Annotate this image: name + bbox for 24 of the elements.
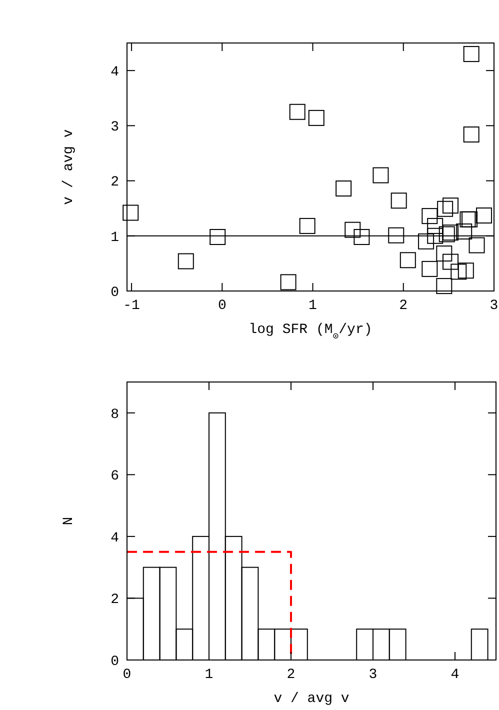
y-tick-label: 6 bbox=[110, 468, 119, 485]
y-tick-label: 8 bbox=[110, 406, 119, 423]
x-tick-label: 1 bbox=[308, 298, 317, 314]
x-tick-label: 1 bbox=[204, 667, 214, 683]
x-tick-label: 2 bbox=[399, 298, 408, 314]
x-tick-label: 3 bbox=[490, 298, 498, 314]
x-tick-label: 2 bbox=[286, 667, 296, 683]
x-axis-title: log SFR (M$_{⊙}$/yr) bbox=[248, 322, 372, 342]
y-tick-label: 0 bbox=[110, 284, 119, 301]
x-axis-title: v / avg v bbox=[274, 691, 350, 707]
x-tick-label: 0 bbox=[122, 667, 132, 683]
y-tick-label: 1 bbox=[110, 230, 119, 246]
y-tick-label: 0 bbox=[110, 654, 119, 670]
y-tick-label: 3 bbox=[110, 120, 119, 136]
y-tick-label: 4 bbox=[110, 64, 119, 80]
y-tick-label: 2 bbox=[110, 592, 119, 608]
y-tick-label: 2 bbox=[110, 174, 119, 191]
y-axis-title: v / avg v bbox=[61, 129, 77, 205]
y-tick-label: 4 bbox=[110, 530, 119, 546]
y-axis-title: N bbox=[61, 516, 77, 526]
x-tick-label: 3 bbox=[368, 667, 378, 683]
x-tick-label: -1 bbox=[123, 298, 140, 314]
x-tick-label: 4 bbox=[450, 667, 460, 683]
x-tick-label: 0 bbox=[218, 298, 226, 314]
